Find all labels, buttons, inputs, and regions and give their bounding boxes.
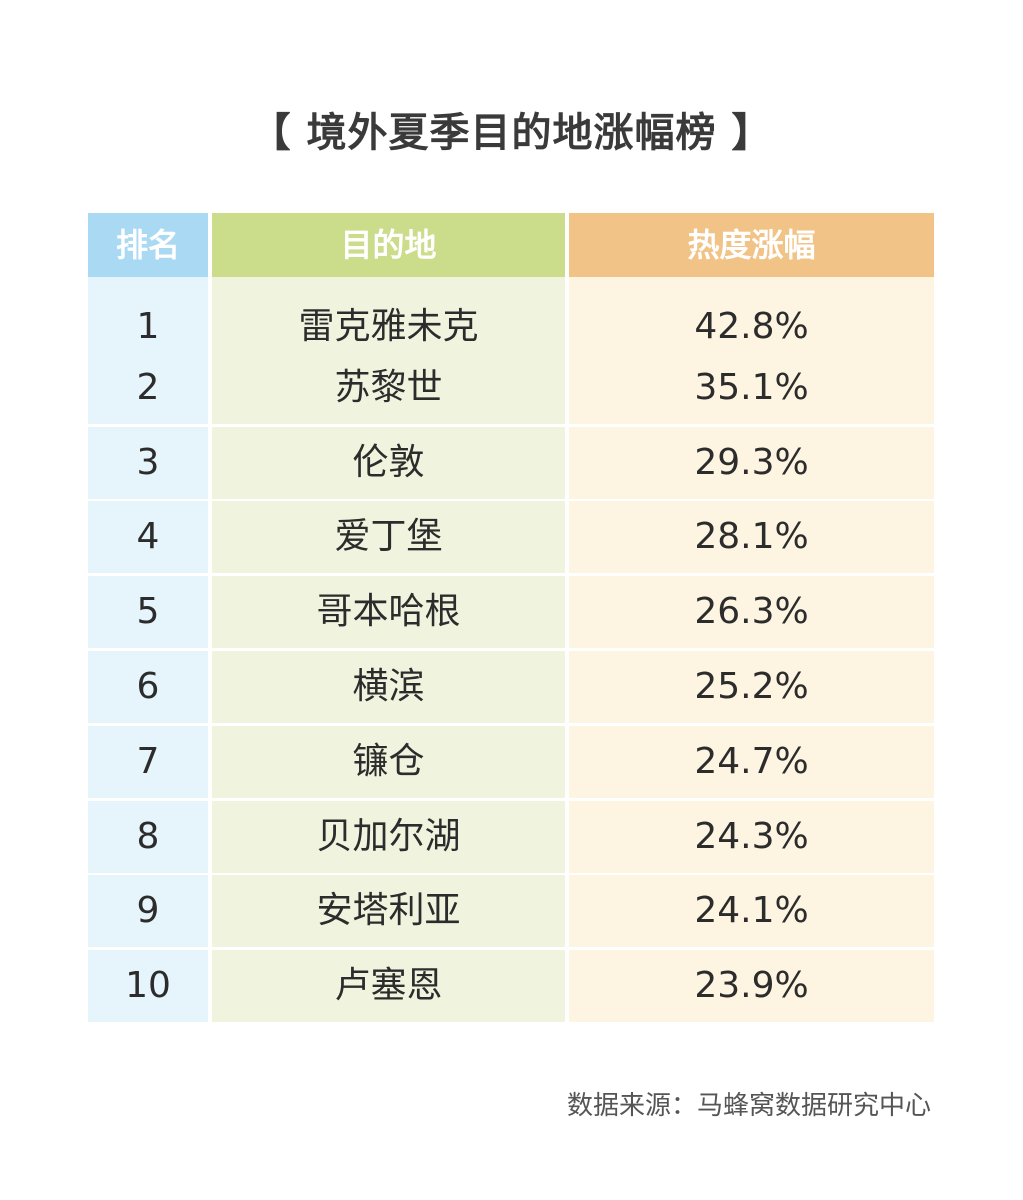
table-row: 10 卢塞恩 23.9% bbox=[88, 950, 934, 1025]
table-row: 2 苏黎世 35.1% bbox=[88, 351, 934, 427]
header-destination: 目的地 bbox=[212, 213, 565, 277]
header-rank: 排名 bbox=[88, 213, 208, 277]
growth-cell: 24.7% bbox=[569, 725, 934, 798]
rank-cell: 7 bbox=[88, 725, 208, 798]
rank-cell: 9 bbox=[88, 875, 208, 948]
growth-cell: 28.1% bbox=[569, 501, 934, 574]
table-row: 6 横滨 25.2% bbox=[88, 650, 934, 726]
destination-cell: 横滨 bbox=[212, 650, 565, 723]
rank-cell: 5 bbox=[88, 576, 208, 649]
rank-cell: 10 bbox=[88, 950, 208, 1023]
chart-title: 【 境外夏季目的地涨幅榜 】 bbox=[250, 110, 773, 156]
rank-cell: 3 bbox=[88, 426, 208, 499]
table-row: 5 哥本哈根 26.3% bbox=[88, 576, 934, 651]
growth-cell: 24.1% bbox=[569, 875, 934, 948]
rank-cell: 8 bbox=[88, 800, 208, 873]
destination-cell: 苏黎世 bbox=[212, 351, 565, 424]
ranking-table: 排名 目的地 热度涨幅 1 雷克雅未克 42.8% 2 苏黎世 35.1% 3 伦敦 29.3%… bbox=[88, 213, 934, 1025]
table-row: 1 雷克雅未克 42.8% bbox=[88, 277, 934, 371]
rank-cell: 2 bbox=[88, 351, 208, 424]
table-row: 3 伦敦 29.3% bbox=[88, 426, 934, 502]
table-row: 8 贝加尔湖 24.3% bbox=[88, 800, 934, 876]
growth-cell: 25.2% bbox=[569, 650, 934, 723]
table-row: 4 爱丁堡 28.1% bbox=[88, 501, 934, 576]
growth-cell: 23.9% bbox=[569, 950, 934, 1023]
growth-cell: 26.3% bbox=[569, 576, 934, 649]
destination-cell: 安塔利亚 bbox=[212, 875, 565, 948]
destination-cell: 卢塞恩 bbox=[212, 950, 565, 1023]
destination-cell: 镰仓 bbox=[212, 725, 565, 798]
header-growth: 热度涨幅 bbox=[569, 213, 934, 277]
destination-cell: 哥本哈根 bbox=[212, 576, 565, 649]
rank-cell: 6 bbox=[88, 650, 208, 723]
table-row: 9 安塔利亚 24.1% bbox=[88, 875, 934, 950]
growth-cell: 29.3% bbox=[569, 426, 934, 499]
destination-cell: 爱丁堡 bbox=[212, 501, 565, 574]
data-source: 数据来源：马蜂窝数据研究中心 bbox=[566, 1091, 931, 1121]
growth-cell: 35.1% bbox=[569, 351, 934, 424]
table-row: 7 镰仓 24.7% bbox=[88, 725, 934, 801]
destination-cell: 伦敦 bbox=[212, 426, 565, 499]
rank-cell: 4 bbox=[88, 501, 208, 574]
table-header: 排名 目的地 热度涨幅 bbox=[88, 213, 934, 277]
table-body: 1 雷克雅未克 42.8% 2 苏黎世 35.1% 3 伦敦 29.3% 4 爱丁堡 28.1% 5 哥本… bbox=[88, 277, 934, 1025]
destination-cell: 贝加尔湖 bbox=[212, 800, 565, 873]
growth-cell: 24.3% bbox=[569, 800, 934, 873]
